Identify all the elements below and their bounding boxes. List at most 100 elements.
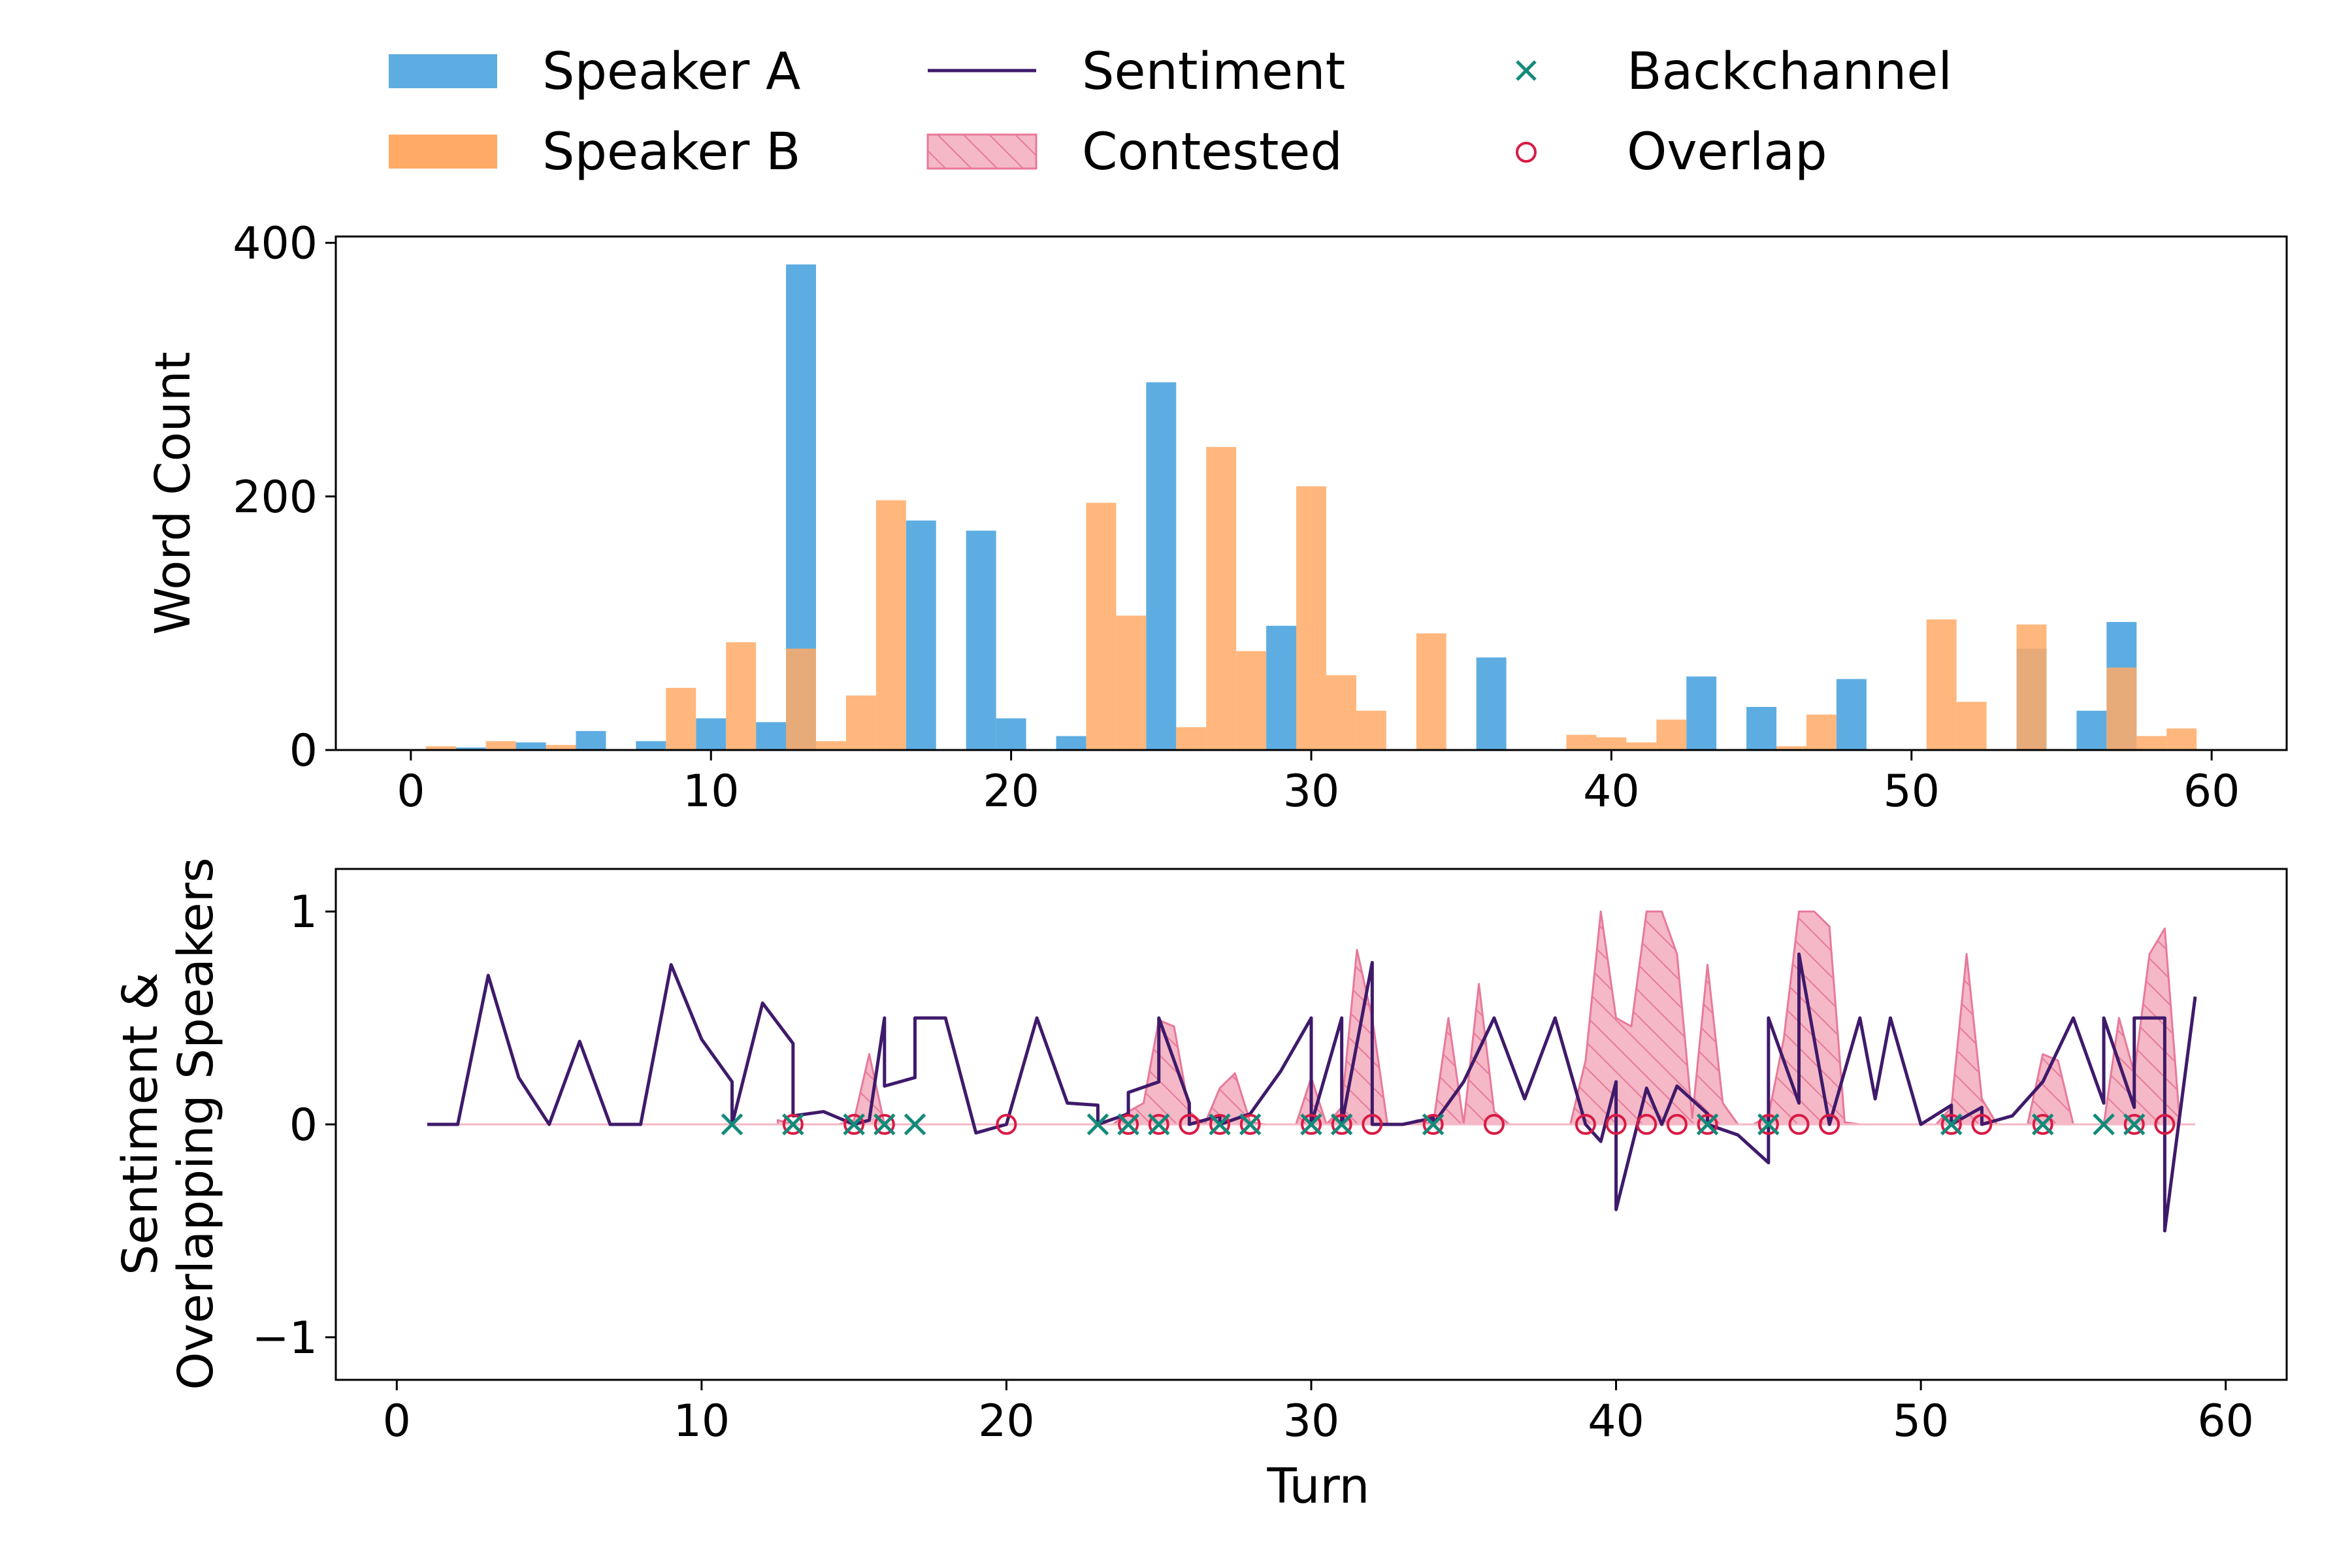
overlap-marker <box>2154 1114 2176 1135</box>
speaker-b-bar <box>1926 619 1957 750</box>
backchannel-marker <box>1209 1113 1231 1135</box>
speaker-a-bar <box>636 741 666 750</box>
word-count-x-ticks: 0 10 20 30 40 50 60 <box>397 750 2240 817</box>
speaker-b-bar <box>1356 710 1386 750</box>
overlap-marker <box>1301 1114 1322 1135</box>
sentiment-x-axis-label: Turn <box>1267 1458 1370 1514</box>
contested-area <box>777 910 2181 1126</box>
legend-swatch-contested <box>926 133 1037 170</box>
sentiment-panel: 0 10 20 30 40 50 60 −1 0 1 Turn Sentiment & Over… <box>112 857 2288 1514</box>
legend-label-sentiment: Sentiment <box>1082 42 1345 101</box>
speaker-a-bar <box>1746 707 1777 750</box>
overlap-marker <box>1940 1114 1962 1135</box>
overlap-marker <box>1788 1114 1810 1135</box>
overlap-marker <box>1179 1114 1200 1135</box>
speaker-b-bar <box>875 500 906 750</box>
speaker-b-bar <box>1236 651 1267 750</box>
contested-region <box>777 910 2181 1126</box>
overlap-marker <box>1483 1114 1505 1135</box>
speaker-b-bar <box>2136 736 2167 750</box>
legend-label-contested: Contested <box>1082 123 1343 182</box>
overlap-marker <box>1971 1114 1993 1135</box>
speaker-a-bar <box>515 742 546 750</box>
speaker-b-bar <box>2166 728 2197 750</box>
speaker-a-bar <box>756 722 787 750</box>
x-tick-label: 20 <box>978 1396 1035 1447</box>
speaker-b-bar <box>1956 702 1987 750</box>
overlap-marker <box>1697 1114 1718 1135</box>
overlap-marker <box>1819 1114 1840 1135</box>
x-tick-label: 0 <box>397 766 425 817</box>
speaker-b-bar <box>1656 719 1687 750</box>
y-tick-label: 400 <box>233 218 318 270</box>
speaker-b-bar <box>546 745 576 750</box>
speaker-b-bar <box>666 687 696 750</box>
overlap-marker <box>1209 1114 1231 1135</box>
word-count-y-ticks: 0 200 400 <box>233 218 336 777</box>
word-count-y-axis-label: Word Count <box>145 351 201 635</box>
backchannel-marker <box>2031 1113 2054 1135</box>
speaker-a-bar <box>1146 382 1177 750</box>
x-tick-label: 30 <box>1283 766 1340 817</box>
speaker-a-bar <box>696 718 727 750</box>
backchannel-marker <box>2123 1113 2146 1135</box>
overlap-marker <box>1636 1114 1658 1135</box>
x-tick-label: 20 <box>983 766 1039 817</box>
legend-marker-overlap <box>1516 142 1537 163</box>
overlap-marker <box>1148 1114 1169 1135</box>
x-tick-label: 0 <box>383 1396 411 1447</box>
speaker-a-bar <box>1266 625 1297 750</box>
y-tick-label: 1 <box>289 887 318 938</box>
speaker-b-bar <box>1086 502 1117 750</box>
overlap-marker <box>1422 1114 1444 1135</box>
overlap-marker <box>782 1114 804 1135</box>
speaker-a-bar <box>1476 657 1507 750</box>
sentiment-x-ticks: 0 10 20 30 40 50 60 <box>383 1380 2254 1447</box>
overlap-marker <box>843 1114 865 1135</box>
overlap-markers <box>782 1114 2176 1135</box>
x-tick-label: 60 <box>2197 1396 2254 1447</box>
speaker-a-bar <box>576 730 606 750</box>
speaker-b-bar <box>816 741 846 750</box>
x-tick-label: 30 <box>1283 1396 1340 1447</box>
backchannel-marker <box>1696 1113 1719 1135</box>
speaker-b-bar <box>1176 727 1207 750</box>
backchannel-marker <box>721 1113 743 1135</box>
speaker-b-bar <box>1626 742 1657 750</box>
speaker-b-bar <box>1596 737 1627 750</box>
backchannel-marker <box>1117 1113 1139 1135</box>
speaker-a-bar <box>1056 736 1086 750</box>
x-tick-label: 50 <box>1884 766 1940 817</box>
x-tick-label: 40 <box>1588 1396 1644 1447</box>
backchannel-marker <box>782 1113 804 1135</box>
sentiment-y-ticks: −1 0 1 <box>252 887 336 1364</box>
speaker-b-bars <box>425 447 2197 750</box>
backchannel-marker <box>843 1113 865 1135</box>
sentiment-series <box>427 952 2197 1233</box>
backchannel-marker <box>1330 1113 1353 1135</box>
speaker-b-bar <box>485 741 516 750</box>
legend-marker-backchannel <box>1516 60 1537 81</box>
speaker-b-bar <box>1116 615 1147 750</box>
overlap-marker <box>1757 1114 1779 1135</box>
overlap-marker <box>1331 1114 1352 1135</box>
overlap-marker <box>1239 1114 1261 1135</box>
overlap-marker <box>1118 1114 1139 1135</box>
speaker-a-bar <box>2076 710 2107 750</box>
overlap-marker <box>2032 1114 2053 1135</box>
legend-swatch-speaker-a <box>389 54 497 88</box>
backchannel-marker <box>1757 1113 1780 1135</box>
speaker-a-bar <box>455 747 486 750</box>
sentiment-y-axis-label-line-2: Overlapping Speakers <box>168 857 224 1390</box>
speaker-b-bar <box>1206 447 1237 750</box>
y-tick-label: 200 <box>233 472 318 523</box>
speaker-a-bar <box>1686 676 1717 750</box>
speaker-b-bar <box>2106 667 2137 750</box>
backchannel-marker <box>1086 1113 1109 1135</box>
word-count-panel: 0 10 20 30 40 50 60 0 200 400 Word Count <box>145 218 2288 817</box>
legend: Speaker A Speaker B Sentiment Contested … <box>389 42 1952 182</box>
legend-label-speaker-b: Speaker B <box>542 123 801 182</box>
backchannel-marker <box>904 1113 926 1135</box>
speaker-b-bar <box>786 648 817 750</box>
speaker-b-bar <box>1806 714 1837 750</box>
